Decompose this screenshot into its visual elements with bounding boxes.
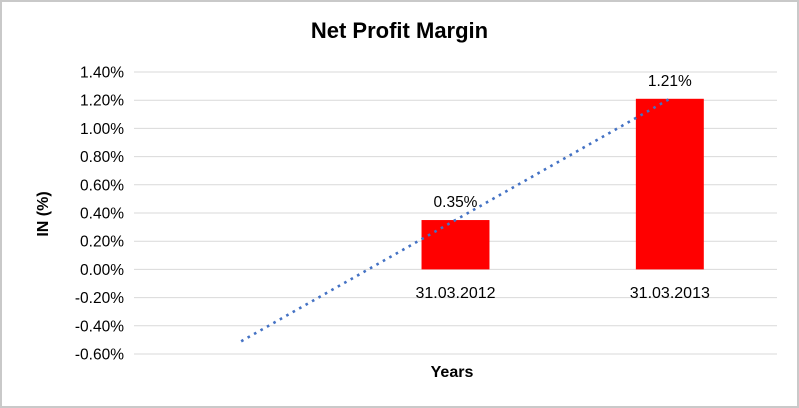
y-tick-label: 0.40% — [80, 206, 124, 223]
y-tick-label: -0.20% — [75, 290, 124, 307]
y-tick-label: 0.80% — [80, 149, 124, 166]
y-tick-label: 0.00% — [80, 262, 124, 279]
bar-31.03.2012 — [421, 220, 490, 270]
trendline — [240, 97, 671, 343]
y-tick-label: 0.20% — [80, 234, 124, 251]
x-axis-title: Years — [430, 364, 474, 381]
bar-data-label: 0.35% — [434, 194, 478, 211]
y-tick-label: 1.40% — [80, 65, 124, 82]
y-tick-label: 1.20% — [80, 93, 124, 110]
x-category-label: 31.03.2012 — [415, 285, 495, 302]
y-tick-label: 1.00% — [80, 121, 124, 138]
bar-data-label: 1.21% — [648, 73, 692, 90]
x-category-label: 31.03.2013 — [630, 285, 710, 302]
y-tick-label: 0.60% — [80, 177, 124, 194]
chart-title: Net Profit Margin — [310, 18, 489, 43]
bar-31.03.2013 — [635, 98, 704, 270]
y-tick-label: -0.60% — [75, 347, 124, 364]
y-tick-label: -0.40% — [75, 318, 124, 335]
